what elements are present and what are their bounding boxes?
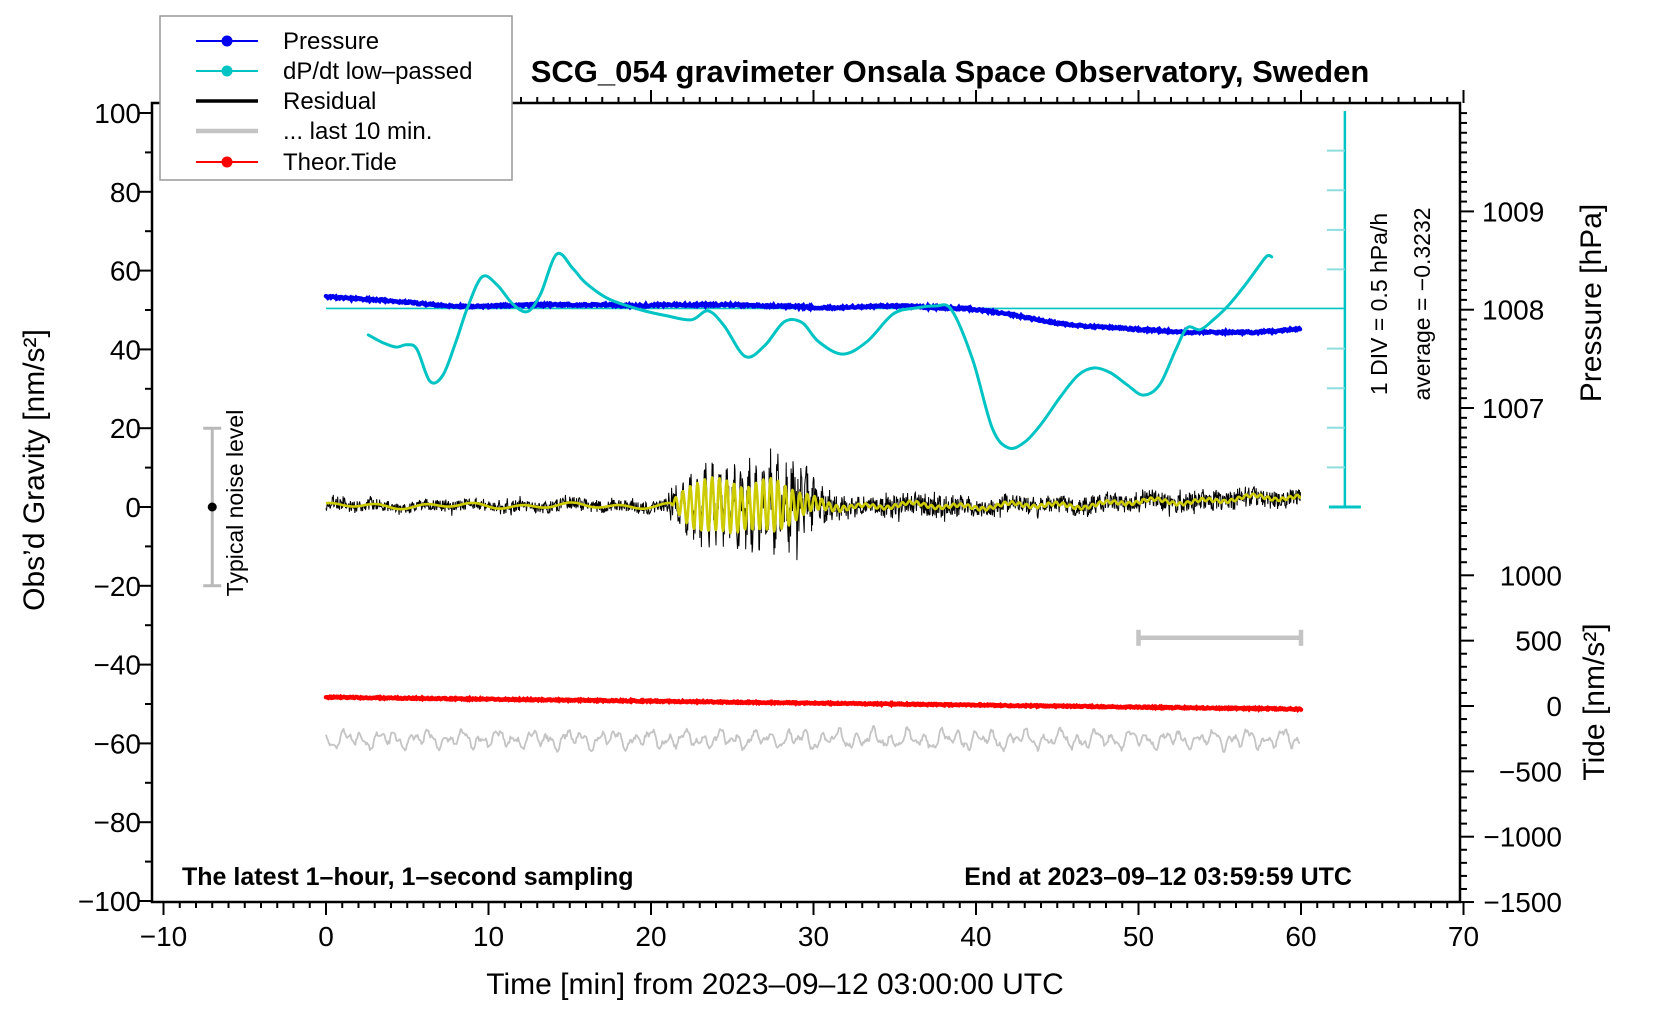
tide-tick-label: −500	[1499, 756, 1562, 787]
pressure-tick-label: 1009	[1482, 196, 1544, 227]
noise-errorbar-dot	[207, 502, 217, 512]
x-tick-label: 0	[318, 921, 334, 952]
legend-label: Pressure	[283, 28, 379, 55]
legend-item-residual: Residual	[196, 88, 376, 115]
div-scale-label: 1 DIV = 0.5 hPa/h	[1366, 213, 1392, 395]
x-tick-label: 10	[473, 921, 504, 952]
legend-dot-marker	[221, 65, 233, 77]
tide-tick-label: −1000	[1483, 822, 1562, 853]
gravity-tick-label: 40	[110, 334, 141, 365]
gravity-tick-label: −20	[94, 571, 142, 602]
legend-item-dpdt: dP/dt low–passed	[196, 58, 472, 85]
legend-label: Residual	[283, 88, 376, 115]
gravity-tick-label: 60	[110, 256, 141, 287]
pressure-tick-label: 1007	[1482, 393, 1544, 424]
legend-box	[159, 15, 513, 181]
legend-label: Theor.Tide	[283, 149, 397, 176]
gravity-tick-label: 0	[125, 492, 141, 523]
theor-tide-curve	[323, 693, 1304, 713]
pressure-curve	[323, 293, 1303, 338]
gravity-tick-label: −80	[94, 807, 142, 838]
gravity-tick-label: 100	[94, 98, 141, 129]
x-tick-label: 70	[1448, 921, 1479, 952]
plot-frame	[150, 101, 1462, 904]
legend-item-theor-tide: Theor.Tide	[196, 149, 397, 176]
pressure-tick-label: 1008	[1482, 295, 1544, 326]
residual-lowpass-trace	[325, 476, 1302, 535]
legend-label: dP/dt low–passed	[283, 58, 472, 85]
x-tick-label: 30	[798, 921, 829, 952]
typical-noise-label: Typical noise level	[222, 410, 248, 597]
legend: Pressure dP/dt low–passed Residual ... l…	[159, 15, 513, 181]
dpdt-curve	[366, 251, 1274, 450]
x-tick-label: 40	[960, 921, 991, 952]
y-axis-title-tide: Tide [nm/s²]	[1578, 623, 1611, 780]
legend-item-last10: ... last 10 min.	[196, 118, 432, 145]
end-time-note: End at 2023–09–12 03:59:59 UTC	[964, 863, 1352, 891]
tide-tick-label: 0	[1546, 691, 1562, 722]
x-axis-title: Time [min] from 2023–09–12 03:00:00 UTC	[486, 968, 1064, 1001]
gravity-tick-label: −40	[94, 650, 142, 681]
legend-item-pressure: Pressure	[196, 28, 379, 55]
legend-label: ... last 10 min.	[283, 118, 432, 145]
legend-dot-marker	[221, 35, 233, 47]
tide-tick-label: 1000	[1500, 560, 1562, 591]
tide-tick-label: 500	[1515, 626, 1562, 657]
x-tick-label: 50	[1123, 921, 1154, 952]
x-tick-label: 60	[1285, 921, 1316, 952]
average-value-label: average = −0.3232	[1409, 207, 1435, 400]
x-tick-label: −10	[140, 921, 188, 952]
y-axis-title-pressure: Pressure [hPa]	[1575, 204, 1608, 402]
y-axis-title-gravity: Obs’d Gravity [nm/s²]	[18, 329, 51, 611]
tide-tick-label: −1500	[1483, 887, 1562, 918]
gravity-tick-label: 20	[110, 413, 141, 444]
plot-layer: −10 0 10 20 30 40 50 60 70−100−80−60−40−20020406…	[78, 90, 1562, 952]
legend-dot-marker	[221, 156, 233, 168]
gravity-tick-label: −100	[78, 886, 141, 917]
gravity-tick-label: 80	[110, 177, 141, 208]
residual-last10-trace	[325, 725, 1301, 753]
chart-title: SCG_054 gravimeter Onsala Space Observat…	[531, 54, 1370, 89]
sampling-note: The latest 1–hour, 1–second sampling	[182, 863, 634, 891]
x-tick-label: 20	[635, 921, 666, 952]
gravity-tick-label: −60	[94, 728, 142, 759]
